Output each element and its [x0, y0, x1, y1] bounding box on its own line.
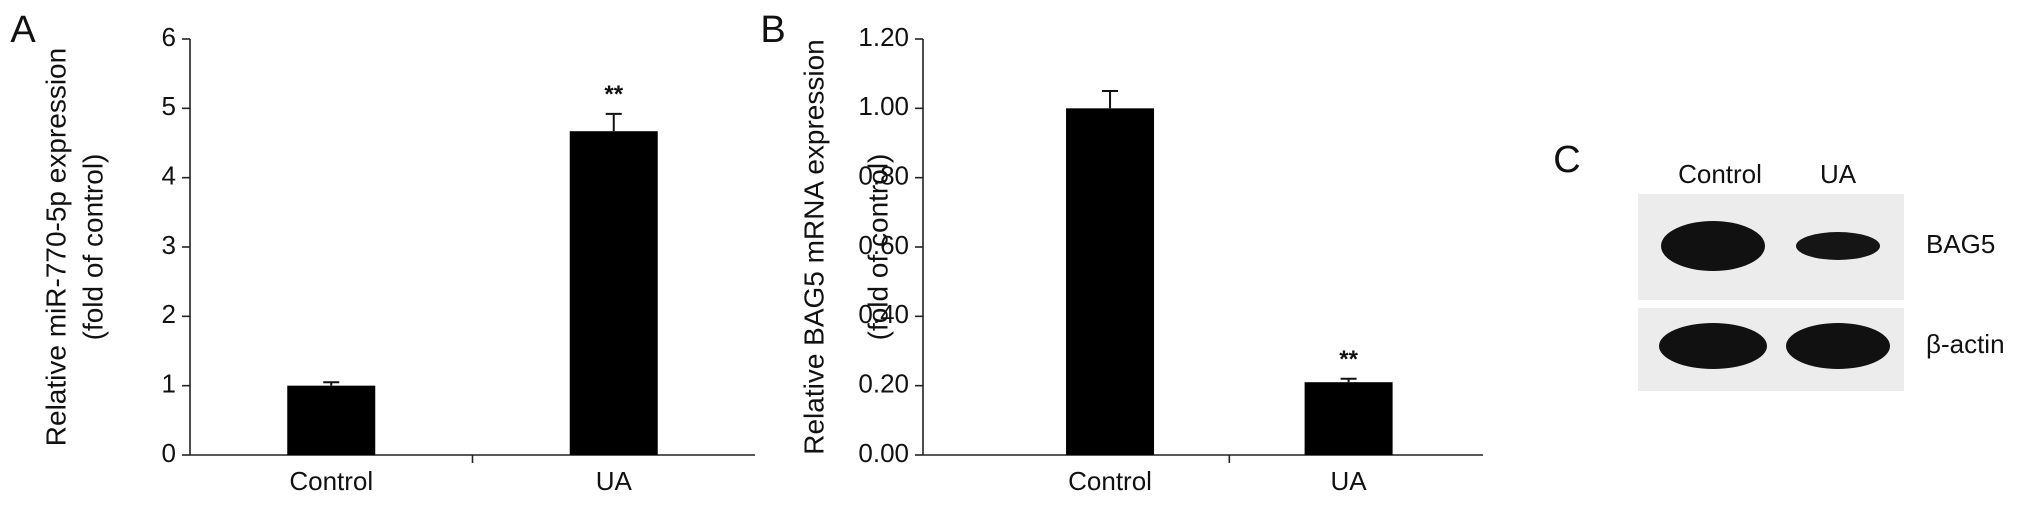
y-tick-label: 0	[162, 438, 176, 468]
significance: **	[604, 81, 623, 108]
panel-label: A	[10, 9, 36, 51]
x-tick-label: Control	[289, 466, 373, 496]
panel-label: B	[760, 9, 785, 51]
x-tick-label: UA	[1331, 466, 1368, 496]
panel-label: C	[1553, 139, 1580, 181]
y-tick-label: 3	[162, 230, 176, 260]
y-tick-label: 0.20	[858, 369, 909, 399]
significance: **	[1339, 346, 1358, 373]
y-tick-label: 4	[162, 161, 176, 191]
y-tick-label: 5	[162, 91, 176, 121]
x-tick-label: Control	[1068, 466, 1152, 496]
bar	[1304, 382, 1393, 455]
lane-label: Control	[1678, 159, 1762, 189]
y-axis-label: (fold of control)	[77, 154, 108, 341]
y-tick-label: 0.40	[858, 299, 909, 329]
lane-label: UA	[1820, 159, 1857, 189]
bar	[1066, 108, 1155, 455]
y-tick-label: 1	[162, 369, 176, 399]
blot-band	[1796, 232, 1880, 260]
y-tick-label: 0.80	[858, 161, 909, 191]
y-tick-label: 1.00	[858, 91, 909, 121]
y-tick-label: 2	[162, 299, 176, 329]
y-tick-label: 0.60	[858, 230, 909, 260]
blot-band	[1786, 323, 1890, 369]
protein-label: BAG5	[1926, 229, 1995, 259]
y-axis-label: (fold of control)	[862, 154, 893, 341]
bar	[569, 131, 658, 456]
y-tick-label: 0.00	[858, 438, 909, 468]
y-axis-label: Relative BAG5 mRNA expression	[798, 39, 829, 455]
y-tick-label: 1.20	[858, 22, 909, 52]
bar	[287, 385, 376, 455]
blot-band	[1659, 323, 1767, 369]
y-axis-label: Relative miR-770-5p expression	[40, 48, 71, 446]
protein-label: β-actin	[1926, 329, 2005, 359]
y-tick-label: 6	[162, 22, 176, 52]
x-tick-label: UA	[596, 466, 633, 496]
blot-band	[1661, 221, 1765, 271]
